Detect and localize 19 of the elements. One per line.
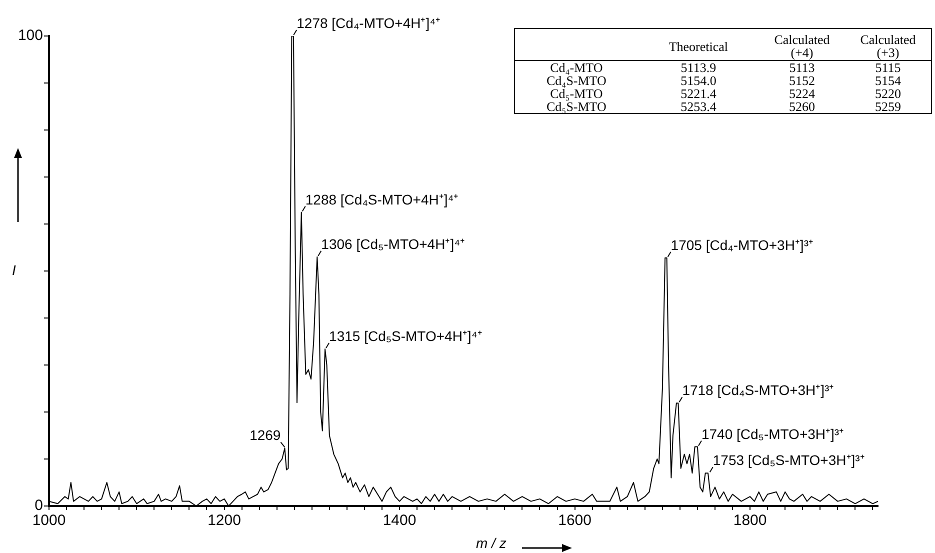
annotation: 1705 [Cd₄-MTO+3H⁺]³⁺: [670, 236, 814, 253]
table: Theoretical Calculated (+4) Calculated (+3) Cd₄-MTO 5113.9 5113 5115 Cd₄S-MTO 5154.0 5152 5154 Cd₅-MTO 5221.4 5224 5220 Cd₅S-MTO 5253.4 5260 5259: [514, 28, 932, 114]
x-tick-label: 1000: [32, 512, 66, 530]
annotation: 1288 [Cd₄S-MTO+4H⁺]⁴⁺: [305, 191, 459, 208]
annotation: 1753 [Cd₅S-MTO+3H⁺]³⁺: [712, 452, 865, 468]
y-tick-label: 0: [34, 497, 43, 514]
x-axis-title: m / z: [476, 535, 506, 551]
annotation: 1306 [Cd₅-MTO+4H⁺]⁴⁺: [321, 236, 466, 252]
x-tick-label: 1800: [733, 512, 767, 530]
y-axis-title: I: [12, 262, 16, 278]
x-tick-label: 1200: [208, 512, 241, 530]
annotation: 1315 [Cd₅S-MTO+4H⁺]⁴⁺: [329, 328, 482, 344]
annotation: 1278 [Cd₄-MTO+4H⁺]⁴⁺: [296, 15, 441, 31]
annotation: 1718 [Cd₄S-MTO+3H⁺]³⁺: [682, 382, 834, 398]
y-tick-label: 100: [18, 27, 43, 44]
x-tick-label: 1600: [558, 512, 592, 530]
annotation: 1740 [Cd₅-MTO+3H⁺]³⁺: [701, 426, 844, 442]
x-tick-label: 1400: [382, 512, 416, 530]
annotation: 1269: [250, 427, 281, 444]
